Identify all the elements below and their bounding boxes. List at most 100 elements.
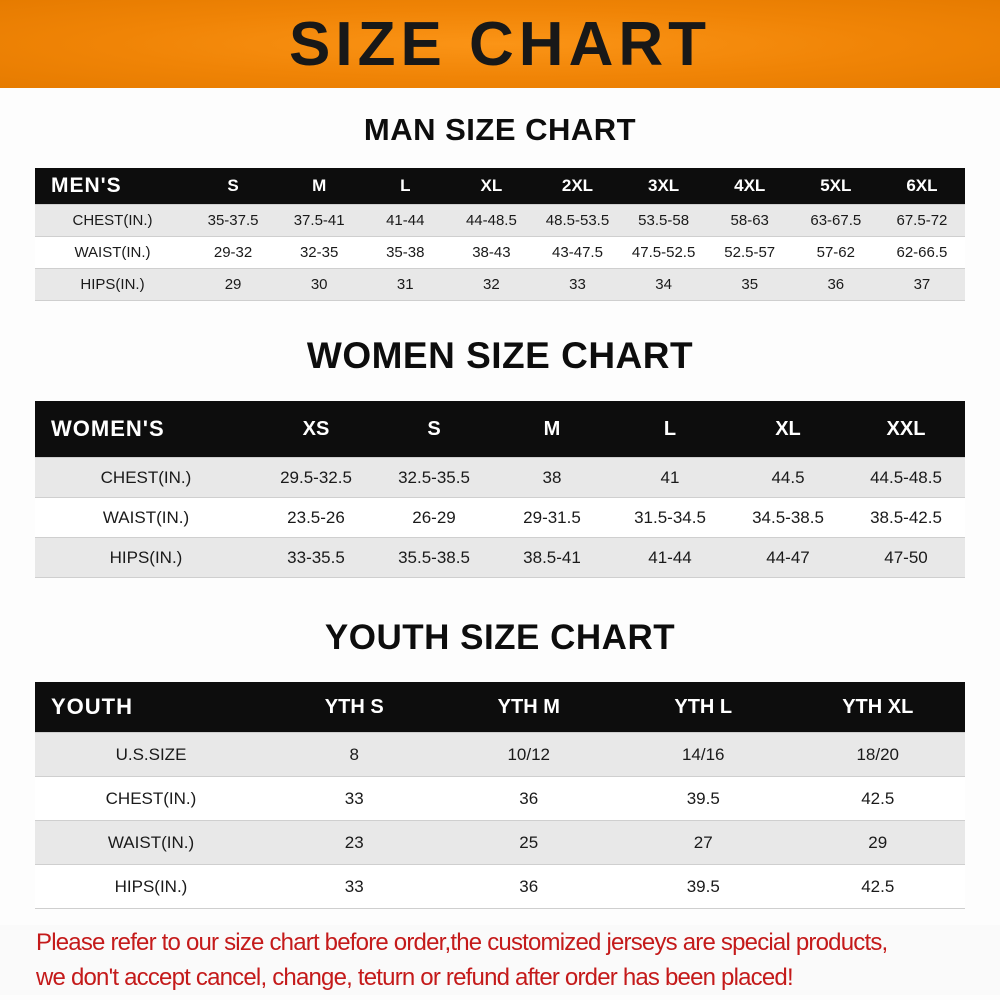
column-header: XL: [448, 168, 535, 205]
value-cell: 38: [542, 467, 562, 487]
value-cell: 57-62: [816, 244, 855, 261]
women-section-heading: WOMEN SIZE CHART: [306, 335, 694, 376]
value-cell: 26-29: [412, 507, 456, 527]
column-header: 4XL: [706, 168, 793, 205]
youth-section-heading: YOUTH SIZE CHART: [324, 618, 676, 657]
value-cell: 35-38: [386, 244, 425, 261]
column-header: 3XL: [620, 168, 707, 205]
men-section-heading: MAN SIZE CHART: [363, 112, 637, 147]
value-cell: 37.5-41: [293, 212, 345, 229]
value-cell: 32: [483, 276, 500, 293]
value-cell: 33: [344, 876, 364, 896]
value-cell: 36: [519, 788, 539, 808]
youth-size-table: YOUTH YTH S YTH M YTH L YTH XL U.S.SIZE 8 10/12…: [35, 682, 965, 909]
column-header: YTH L: [616, 682, 791, 733]
disclaimer: Please refer to our size chart before or…: [0, 925, 1000, 995]
value-cell: 27: [693, 832, 713, 852]
value-cell: 67.5-72: [896, 212, 948, 229]
table-row: WAIST(IN.) 23 25 27 29: [35, 820, 965, 865]
value-cell: 39.5: [686, 876, 720, 896]
row-label: CHEST(IN.): [72, 212, 153, 229]
table-row: WAIST(IN.) 29-32 32-35 35-38 38-43 43-47.5 47.…: [35, 236, 965, 269]
value-cell: 23.5-26: [287, 507, 345, 527]
header-row: MEN'S S M L XL 2XL 3XL 4XL 5XL 6XL: [35, 168, 965, 205]
column-header: L: [362, 168, 449, 205]
value-cell: 35-37.5: [207, 212, 259, 229]
value-cell: 41-44: [386, 212, 425, 229]
value-cell: 38-43: [472, 244, 511, 261]
value-cell: 33: [569, 276, 586, 293]
value-cell: 29-32: [213, 244, 253, 261]
value-cell: 32-35: [299, 244, 339, 261]
value-cell: 42.5: [861, 876, 895, 896]
row-label: HIPS(IN.): [80, 276, 145, 293]
value-cell: 47.5-52.5: [631, 244, 696, 261]
value-cell: 36: [519, 876, 539, 896]
table-row: HIPS(IN.) 29 30 31 32 33 34 35 36 37: [35, 268, 965, 301]
column-header: YTH S: [267, 682, 442, 733]
column-header: M: [276, 168, 363, 205]
disclaimer-line-1: Please refer to our size chart before or…: [36, 929, 888, 956]
value-cell: 48.5-53.5: [545, 212, 610, 229]
column-header: XS: [257, 401, 375, 458]
value-cell: 42.5: [861, 788, 895, 808]
value-cell: 18/20: [856, 744, 900, 764]
value-cell: 29-31.5: [523, 507, 581, 527]
men-size-table: MEN'S S M L XL 2XL 3XL 4XL 5XL 6XL CHEST(IN.) 35-37…: [35, 168, 965, 301]
value-cell: 10/12: [507, 744, 551, 764]
value-cell: 8: [349, 744, 359, 764]
value-cell: 14/16: [681, 744, 725, 764]
row-label: HIPS(IN.): [114, 876, 188, 896]
row-label: CHEST(IN.): [105, 788, 197, 808]
column-header: YTH M: [441, 682, 616, 733]
value-cell: 34: [655, 276, 672, 293]
value-cell: 53.5-58: [638, 212, 690, 229]
column-header: L: [611, 401, 729, 458]
section-men: MAN SIZE CHART MEN'S S M L XL 2XL 3XL 4XL 5XL 6XL C…: [0, 112, 1000, 301]
column-header: 5XL: [792, 168, 879, 205]
value-cell: 58-63: [730, 212, 769, 229]
table-row: WAIST(IN.) 23.5-26 26-29 29-31.5 31.5-34.5 34…: [35, 497, 965, 538]
column-header: 6XL: [878, 168, 965, 205]
value-cell: 43-47.5: [552, 244, 603, 261]
column-header: 2XL: [534, 168, 621, 205]
value-cell: 31: [396, 276, 414, 293]
sections: MAN SIZE CHART MEN'S S M L XL 2XL 3XL 4XL 5XL 6XL C…: [0, 112, 1000, 909]
value-cell: 44.5-48.5: [870, 467, 942, 487]
value-cell: 35.5-38.5: [398, 547, 470, 567]
disclaimer-line-2: we don't accept cancel, change, teturn o…: [36, 964, 794, 991]
table-title-cell: WOMEN'S: [35, 401, 257, 458]
value-cell: 33-35.5: [287, 547, 345, 567]
table-row: CHEST(IN.) 33 36 39.5 42.5: [35, 776, 965, 821]
value-cell: 37: [913, 276, 931, 293]
value-cell: 41: [660, 467, 680, 487]
column-header: S: [375, 401, 493, 458]
row-label: U.S.SIZE: [115, 744, 187, 764]
value-cell: 29.5-32.5: [280, 467, 352, 487]
column-header: XL: [729, 401, 847, 458]
value-cell: 31.5-34.5: [634, 507, 706, 527]
section-women: WOMEN SIZE CHART WOMEN'S XS S M L XL XXL CHEST(I…: [0, 335, 1000, 578]
value-cell: 32.5-35.5: [398, 467, 470, 487]
section-youth: YOUTH SIZE CHART YOUTH YTH S YTH M YTH L YTH …: [0, 618, 1000, 909]
column-header: XXL: [847, 401, 965, 458]
value-cell: 52.5-57: [724, 244, 776, 261]
value-cell: 29: [868, 832, 888, 852]
value-cell: 34.5-38.5: [752, 507, 824, 527]
column-header: M: [493, 401, 611, 458]
value-cell: 29: [224, 276, 242, 293]
row-label: HIPS(IN.): [109, 547, 183, 567]
row-label: WAIST(IN.): [107, 832, 195, 852]
value-cell: 44-47: [766, 547, 810, 567]
value-cell: 39.5: [686, 788, 720, 808]
table-row: U.S.SIZE 8 10/12 14/16 18/20: [35, 732, 965, 777]
value-cell: 44.5: [771, 467, 805, 487]
value-cell: 41-44: [648, 547, 692, 567]
table-row: CHEST(IN.) 29.5-32.5 32.5-35.5 38 41 44.5 44.5…: [35, 457, 965, 498]
column-header: YTH XL: [790, 682, 965, 733]
header-row: YOUTH YTH S YTH M YTH L YTH XL: [35, 682, 965, 733]
value-cell: 63-67.5: [810, 212, 862, 229]
table-title-cell: YOUTH: [35, 682, 267, 733]
row-label: WAIST(IN.): [74, 244, 151, 261]
